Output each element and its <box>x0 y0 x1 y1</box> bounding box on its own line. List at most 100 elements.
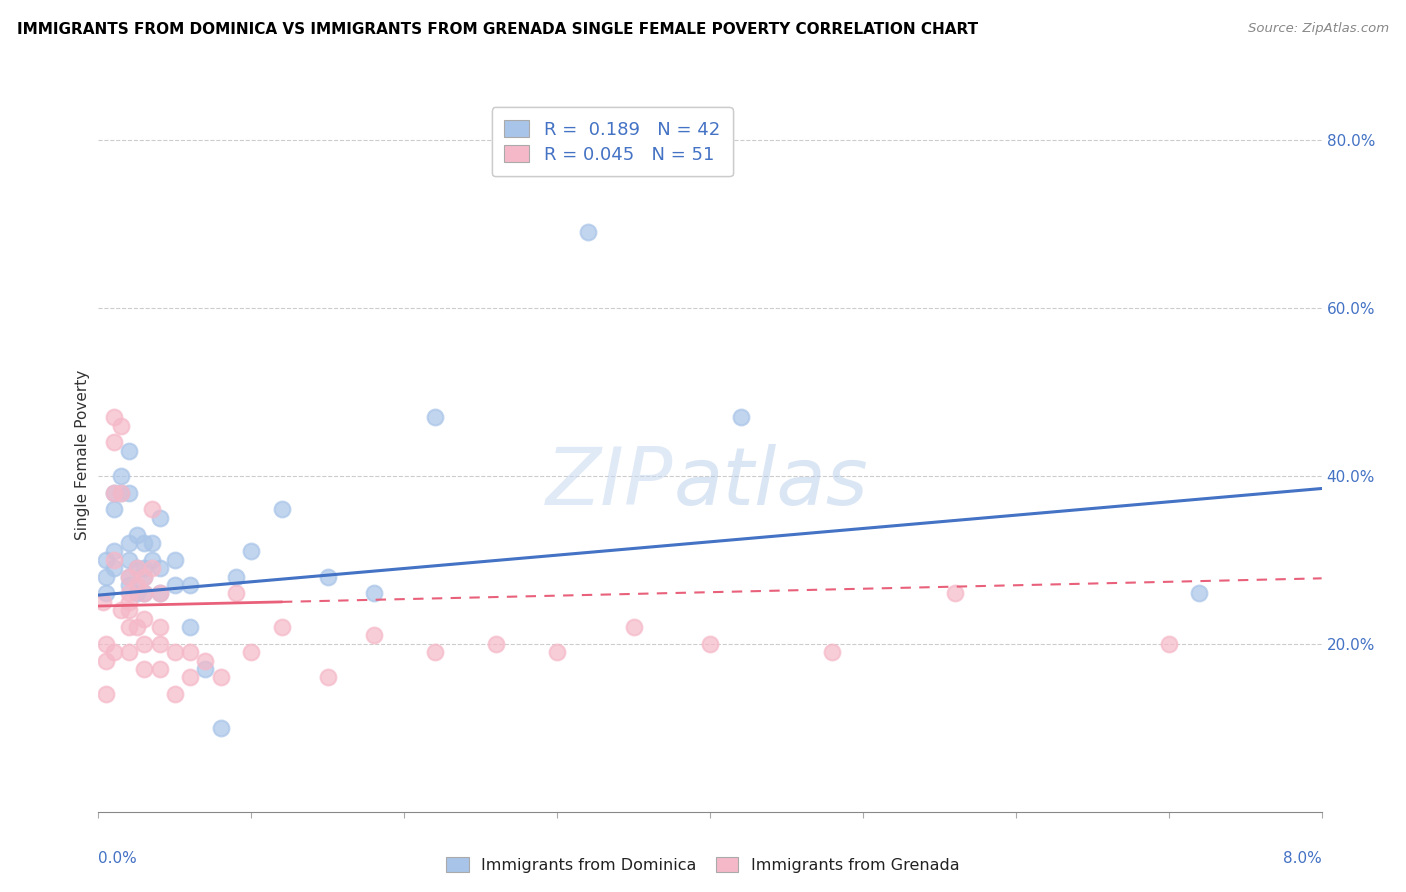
Point <box>730 410 752 425</box>
Point <box>485 637 508 651</box>
Point <box>163 553 186 567</box>
Point <box>149 620 172 634</box>
Point <box>699 637 721 651</box>
Point <box>103 645 125 659</box>
Point <box>125 620 148 634</box>
Point <box>240 544 263 558</box>
Legend: Immigrants from Dominica, Immigrants from Grenada: Immigrants from Dominica, Immigrants fro… <box>440 851 966 880</box>
Point <box>94 637 117 651</box>
Point <box>118 620 141 634</box>
Text: IMMIGRANTS FROM DOMINICA VS IMMIGRANTS FROM GRENADA SINGLE FEMALE POVERTY CORREL: IMMIGRANTS FROM DOMINICA VS IMMIGRANTS F… <box>17 22 979 37</box>
Point <box>91 595 114 609</box>
Point <box>225 586 247 600</box>
Point <box>103 544 125 558</box>
Point <box>943 586 966 600</box>
Point <box>134 569 156 583</box>
Point <box>103 485 125 500</box>
Point <box>94 586 117 600</box>
Point <box>194 654 217 668</box>
Point <box>110 485 132 500</box>
Point <box>270 502 294 516</box>
Point <box>103 502 125 516</box>
Point <box>110 485 132 500</box>
Point <box>134 586 156 600</box>
Point <box>110 469 132 483</box>
Point <box>149 586 172 600</box>
Point <box>423 645 446 659</box>
Point <box>110 603 132 617</box>
Point <box>149 586 172 600</box>
Point <box>149 511 172 525</box>
Point <box>94 654 117 668</box>
Point <box>94 569 117 583</box>
Point <box>110 418 132 433</box>
Point <box>149 662 172 676</box>
Point <box>163 578 186 592</box>
Point <box>134 561 156 575</box>
Point <box>149 561 172 575</box>
Point <box>125 561 148 575</box>
Point <box>209 670 232 684</box>
Point <box>118 569 141 583</box>
Point <box>134 536 156 550</box>
Point <box>1188 586 1211 600</box>
Point <box>179 645 201 659</box>
Point <box>163 645 186 659</box>
Point <box>134 569 156 583</box>
Point <box>179 578 201 592</box>
Point <box>141 536 163 550</box>
Point <box>179 670 201 684</box>
Text: 0.0%: 0.0% <box>98 851 138 866</box>
Point <box>94 687 117 701</box>
Point <box>576 226 599 240</box>
Point <box>141 502 163 516</box>
Point <box>118 536 141 550</box>
Point <box>240 645 263 659</box>
Point <box>225 569 247 583</box>
Point <box>134 612 156 626</box>
Point <box>118 595 141 609</box>
Point <box>103 561 125 575</box>
Text: 8.0%: 8.0% <box>1282 851 1322 866</box>
Point <box>179 620 201 634</box>
Point <box>118 578 141 592</box>
Point <box>125 561 148 575</box>
Point <box>316 670 339 684</box>
Point <box>118 569 141 583</box>
Y-axis label: Single Female Poverty: Single Female Poverty <box>75 370 90 540</box>
Point <box>821 645 844 659</box>
Point <box>134 637 156 651</box>
Point <box>103 410 125 425</box>
Point <box>125 586 148 600</box>
Point <box>125 578 148 592</box>
Point <box>134 586 156 600</box>
Point <box>118 485 141 500</box>
Point <box>1157 637 1180 651</box>
Point <box>141 561 163 575</box>
Point <box>194 662 217 676</box>
Point <box>270 620 294 634</box>
Point <box>134 662 156 676</box>
Text: atlas: atlas <box>673 444 868 523</box>
Point <box>118 443 141 458</box>
Point <box>363 628 385 642</box>
Point <box>103 553 125 567</box>
Point <box>363 586 385 600</box>
Point <box>125 527 148 541</box>
Point <box>118 586 141 600</box>
Point <box>546 645 568 659</box>
Point <box>423 410 446 425</box>
Point <box>103 435 125 450</box>
Text: Source: ZipAtlas.com: Source: ZipAtlas.com <box>1249 22 1389 36</box>
Point <box>149 637 172 651</box>
Legend: R =  0.189   N = 42, R = 0.045   N = 51: R = 0.189 N = 42, R = 0.045 N = 51 <box>492 107 733 177</box>
Point <box>118 603 141 617</box>
Text: ZIP: ZIP <box>546 444 673 523</box>
Point <box>118 645 141 659</box>
Point <box>141 553 163 567</box>
Point <box>118 553 141 567</box>
Point <box>209 721 232 735</box>
Point <box>623 620 645 634</box>
Point <box>103 485 125 500</box>
Point <box>94 553 117 567</box>
